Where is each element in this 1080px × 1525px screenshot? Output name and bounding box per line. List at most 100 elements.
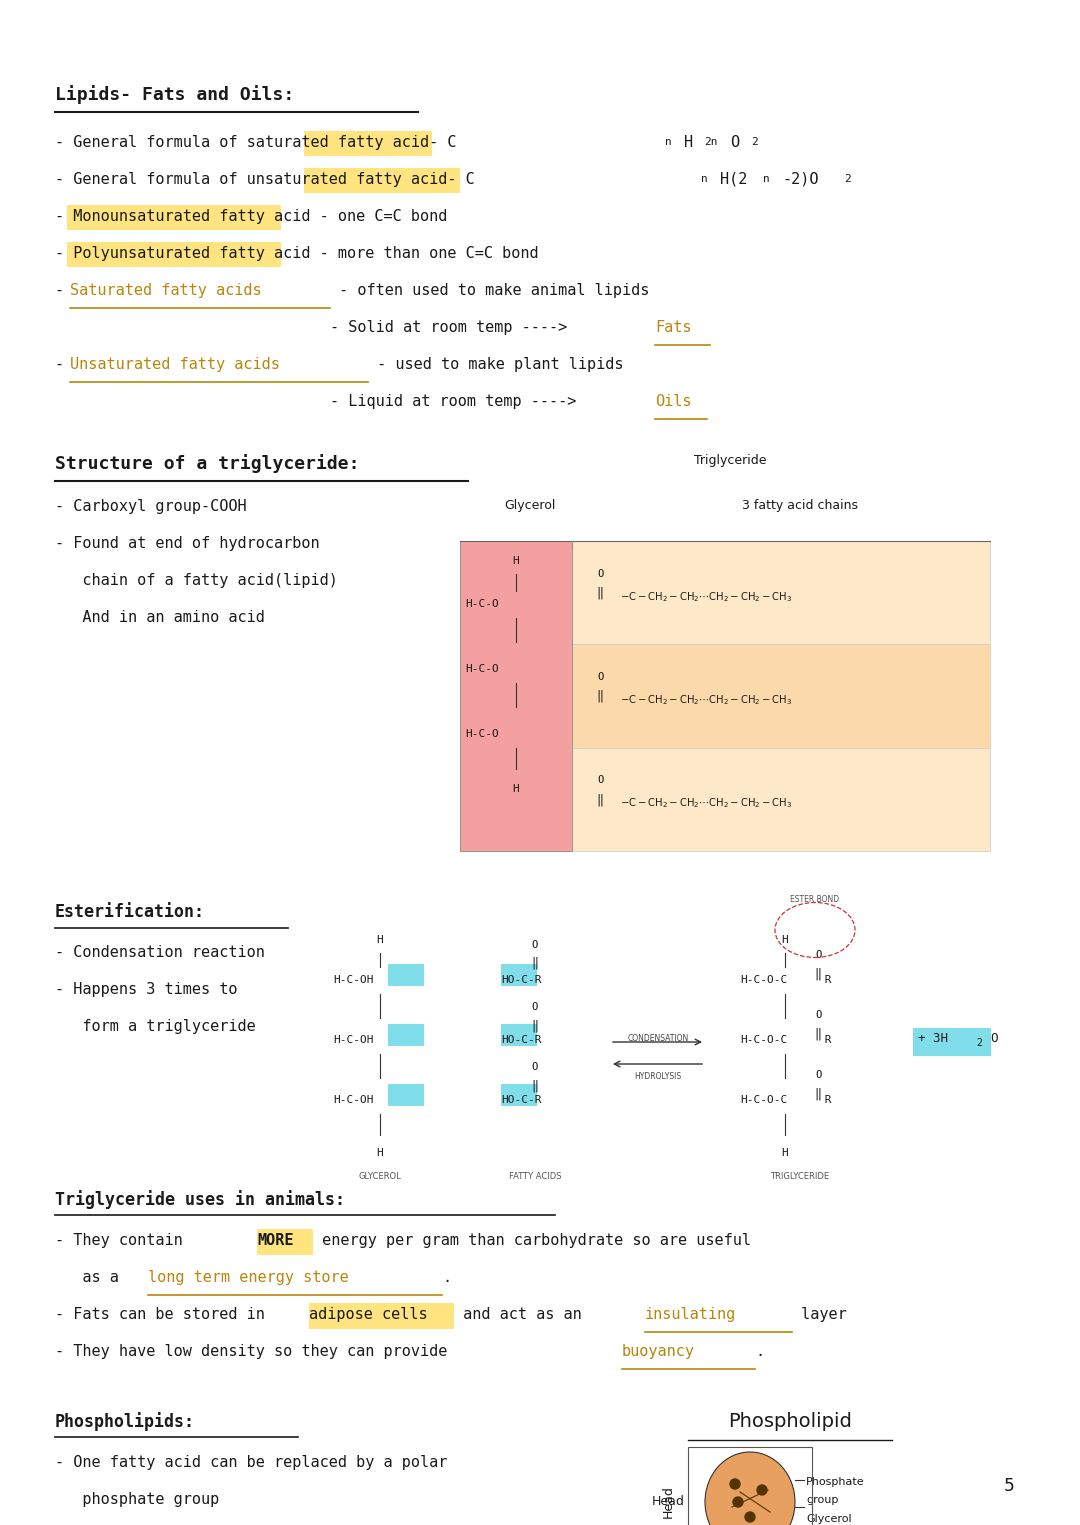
Text: ‖: ‖ xyxy=(814,1028,822,1042)
Text: - General formula of unsaturated fatty acid- C: - General formula of unsaturated fatty a… xyxy=(55,172,475,188)
Text: Head: Head xyxy=(651,1496,685,1508)
Text: ‖: ‖ xyxy=(596,793,604,807)
Text: H: H xyxy=(684,136,693,149)
Text: Esterification:: Esterification: xyxy=(55,903,205,921)
Text: - Polyunsaturated fatty acid - more than one C=C bond: - Polyunsaturated fatty acid - more than… xyxy=(55,246,539,261)
Text: Structure of a triglyceride:: Structure of a triglyceride: xyxy=(55,454,360,473)
Text: n: n xyxy=(762,174,770,185)
Text: .: . xyxy=(755,1344,765,1359)
Text: Triglyceride uses in animals:: Triglyceride uses in animals: xyxy=(55,1190,345,1209)
Circle shape xyxy=(730,1479,740,1488)
FancyBboxPatch shape xyxy=(460,541,572,851)
Text: ‖: ‖ xyxy=(531,1080,539,1093)
Text: ‖: ‖ xyxy=(814,968,822,981)
Text: H-C-O-C: H-C-O-C xyxy=(740,974,787,985)
Text: - They contain: - They contain xyxy=(55,1234,192,1247)
Text: n: n xyxy=(701,174,707,185)
Text: group: group xyxy=(806,1494,838,1505)
Text: Lipids- Fats and Oils:: Lipids- Fats and Oils: xyxy=(55,85,294,104)
Text: R: R xyxy=(818,974,832,985)
Text: H-C-OH: H-C-OH xyxy=(333,974,374,985)
Text: chain of a fatty acid(lipid): chain of a fatty acid(lipid) xyxy=(55,573,338,589)
Text: R: R xyxy=(818,1095,832,1106)
Text: R: R xyxy=(818,1035,832,1045)
Text: - Found at end of hydrocarbon: - Found at end of hydrocarbon xyxy=(55,535,320,551)
Text: and act as an: and act as an xyxy=(454,1307,591,1322)
Text: Glycerol: Glycerol xyxy=(504,499,556,512)
Text: - Liquid at room temp ---->: - Liquid at room temp ----> xyxy=(330,393,577,409)
Text: H(2: H(2 xyxy=(720,172,747,188)
Text: - One fatty acid can be replaced by a polar: - One fatty acid can be replaced by a po… xyxy=(55,1455,447,1470)
Text: H-C-O: H-C-O xyxy=(465,663,499,674)
FancyBboxPatch shape xyxy=(572,645,990,747)
Text: ‖: ‖ xyxy=(531,1020,539,1032)
FancyBboxPatch shape xyxy=(303,168,460,194)
Text: + 3H: + 3H xyxy=(918,1032,948,1045)
Text: H-C-O-C: H-C-O-C xyxy=(740,1035,787,1045)
FancyBboxPatch shape xyxy=(501,1084,537,1106)
Text: Saturated fatty acids: Saturated fatty acids xyxy=(70,284,261,297)
Text: HO-C-R: HO-C-R xyxy=(501,1095,541,1106)
Text: - Fats can be stored in: - Fats can be stored in xyxy=(55,1307,274,1322)
Text: Phosphate: Phosphate xyxy=(806,1478,865,1487)
FancyBboxPatch shape xyxy=(309,1302,454,1328)
Text: -2)O: -2)O xyxy=(782,172,819,188)
Text: 2: 2 xyxy=(976,1039,982,1048)
Text: - often used to make animal lipids: - often used to make animal lipids xyxy=(330,284,649,297)
Text: ‖: ‖ xyxy=(596,587,604,599)
Text: insulating: insulating xyxy=(645,1307,737,1322)
Text: H: H xyxy=(377,1148,383,1157)
Text: ‖: ‖ xyxy=(814,1087,822,1101)
Text: ‖: ‖ xyxy=(596,689,604,703)
Text: -: - xyxy=(55,284,73,297)
Text: Glycerol: Glycerol xyxy=(806,1514,852,1523)
Text: O: O xyxy=(531,1061,538,1072)
Text: 2n: 2n xyxy=(704,137,717,146)
Text: -: - xyxy=(55,357,73,372)
Text: buoyancy: buoyancy xyxy=(622,1344,696,1359)
Text: layer: layer xyxy=(792,1307,847,1322)
FancyBboxPatch shape xyxy=(303,131,432,156)
Text: HYDROLYSIS: HYDROLYSIS xyxy=(634,1072,681,1081)
Text: MORE: MORE xyxy=(257,1234,294,1247)
Text: And in an amino acid: And in an amino acid xyxy=(55,610,265,625)
FancyBboxPatch shape xyxy=(388,964,424,987)
Text: O: O xyxy=(730,136,739,149)
Text: .: . xyxy=(442,1270,451,1286)
Ellipse shape xyxy=(705,1452,795,1525)
Text: O: O xyxy=(531,1002,538,1013)
FancyBboxPatch shape xyxy=(501,1023,537,1046)
Text: ‖: ‖ xyxy=(531,958,539,970)
Text: H-C-OH: H-C-OH xyxy=(333,1095,374,1106)
Text: - Carboxyl group-COOH: - Carboxyl group-COOH xyxy=(55,499,246,514)
Text: - Happens 3 times to: - Happens 3 times to xyxy=(55,982,238,997)
FancyBboxPatch shape xyxy=(572,541,990,645)
FancyBboxPatch shape xyxy=(257,1229,313,1255)
Text: energy per gram than carbohydrate so are useful: energy per gram than carbohydrate so are… xyxy=(313,1234,751,1247)
Text: long term energy store: long term energy store xyxy=(148,1270,349,1286)
Text: Unsaturated fatty acids: Unsaturated fatty acids xyxy=(70,357,280,372)
Text: H: H xyxy=(377,935,383,945)
Text: H-C-OH: H-C-OH xyxy=(333,1035,374,1045)
FancyBboxPatch shape xyxy=(572,747,990,851)
Text: O: O xyxy=(815,1071,821,1080)
Text: H: H xyxy=(782,1148,788,1157)
Text: as a: as a xyxy=(55,1270,129,1286)
Text: Phospholipid: Phospholipid xyxy=(728,1412,852,1430)
FancyBboxPatch shape xyxy=(501,964,537,987)
Text: H-C-O: H-C-O xyxy=(465,729,499,740)
Text: O: O xyxy=(990,1032,998,1045)
Text: Phospholipids:: Phospholipids: xyxy=(55,1412,195,1430)
FancyBboxPatch shape xyxy=(388,1084,424,1106)
Text: H-C-O-C: H-C-O-C xyxy=(740,1095,787,1106)
Text: O: O xyxy=(815,1010,821,1020)
Text: $\mathrm{-C-CH_2-CH_2{\cdots}CH_2-CH_2-CH_3}$: $\mathrm{-C-CH_2-CH_2{\cdots}CH_2-CH_2-C… xyxy=(620,796,793,810)
Circle shape xyxy=(757,1485,767,1494)
Text: TRIGLYCERIDE: TRIGLYCERIDE xyxy=(770,1173,829,1180)
Text: - Solid at room temp ---->: - Solid at room temp ----> xyxy=(330,320,567,336)
Text: ESTER BOND: ESTER BOND xyxy=(791,895,839,904)
Text: O: O xyxy=(597,673,603,682)
Text: H: H xyxy=(513,784,519,795)
Text: O: O xyxy=(597,569,603,578)
Text: - General formula of saturated fatty acid- C: - General formula of saturated fatty aci… xyxy=(55,136,457,149)
